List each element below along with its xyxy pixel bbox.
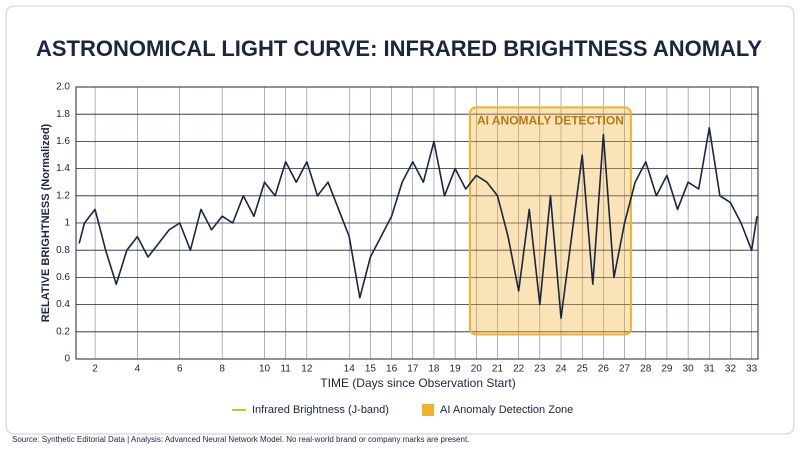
y-tick-label: 1.8	[56, 109, 70, 120]
y-tick-label: 0	[64, 354, 70, 365]
x-tick-label: 25	[577, 364, 589, 375]
data-line	[78, 127, 758, 319]
legend-label: Infrared Brightness (J-band)	[252, 404, 389, 416]
x-tick-label: 23	[534, 364, 546, 375]
plot-frame	[75, 86, 759, 360]
x-tick-label: 30	[683, 364, 695, 375]
y-axis-label: RELATIVE BRIGHTNESS (Normalized)	[40, 123, 52, 322]
y-tick-label: 1.2	[56, 190, 70, 201]
x-tick-label: 20	[471, 364, 483, 375]
x-tick-label: 26	[598, 364, 610, 375]
x-tick-label: 31	[704, 364, 716, 375]
x-tick-label: 4	[135, 364, 141, 375]
x-tick-label: 12	[301, 364, 313, 375]
y-tick-label: 1.6	[56, 136, 70, 147]
y-tick-label: 0.2	[56, 326, 70, 337]
card	[5, 5, 795, 435]
y-tick-label: 0.6	[56, 272, 70, 283]
legend-swatch	[422, 404, 434, 416]
x-tick-label: 21	[492, 364, 504, 375]
x-tick-label: 32	[725, 364, 737, 375]
x-tick-label: 8	[219, 364, 225, 375]
x-tick-label: 17	[407, 364, 419, 375]
x-tick-label: 27	[619, 364, 631, 375]
x-tick-label: 14	[344, 364, 356, 375]
x-axis-label: TIME (Days since Observation Start)	[320, 376, 515, 390]
x-tick-label: 16	[386, 364, 398, 375]
y-tick-label: 2.0	[56, 82, 70, 93]
x-tick-label: 24	[555, 364, 567, 375]
x-tick-label: 28	[640, 364, 652, 375]
x-tick-label: 33	[746, 364, 758, 375]
zone-label: AI ANOMALY DETECTION	[477, 114, 624, 128]
x-tick-label: 6	[177, 364, 183, 375]
chart-title: ASTRONOMICAL LIGHT CURVE: INFRARED BRIGH…	[36, 36, 762, 61]
x-tick-label: 2	[92, 364, 98, 375]
y-tick-label: 0.8	[56, 245, 70, 256]
x-tick-label: 10	[259, 364, 271, 375]
x-tick-label: 18	[428, 364, 440, 375]
anomaly-zone	[468, 106, 632, 336]
y-tick-label: 1.4	[56, 163, 70, 174]
x-tick-label: 22	[513, 364, 525, 375]
y-tick-label: 0.4	[56, 299, 70, 310]
x-tick-label: 19	[450, 364, 462, 375]
x-tick-label: 29	[661, 364, 673, 375]
legend-label: AI Anomaly Detection Zone	[440, 404, 573, 416]
x-tick-label: 11	[280, 364, 291, 375]
y-tick-label: 1	[64, 218, 70, 229]
x-tick-label: 15	[365, 364, 377, 375]
source-note: Source: Synthetic Editorial Data | Analy…	[12, 435, 469, 444]
